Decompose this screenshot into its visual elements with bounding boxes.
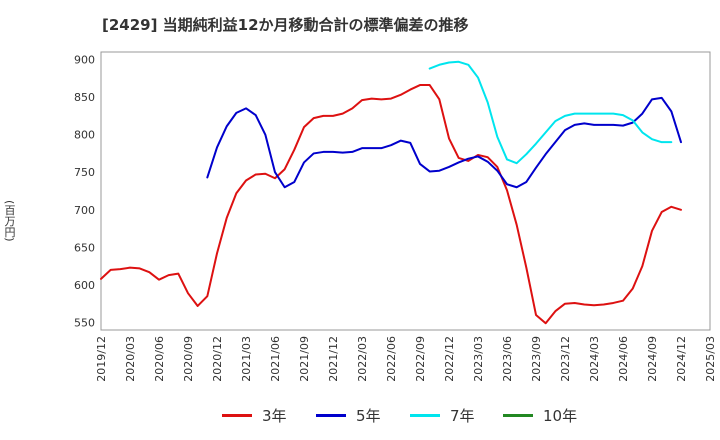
legend-label: 5年 xyxy=(356,406,381,425)
axis-layer xyxy=(100,51,711,331)
legend-item-3: 7年 xyxy=(410,402,475,428)
legend-label: 7年 xyxy=(450,406,475,425)
x-tick-label: 2020/06 xyxy=(153,336,166,382)
x-tick-label: 2021/12 xyxy=(327,336,340,382)
x-tick-label: 2024/06 xyxy=(617,336,630,382)
x-tick-label: 2025/03 xyxy=(704,336,717,382)
legend-swatch xyxy=(503,413,533,417)
series-line-2 xyxy=(206,96,682,189)
x-tick-label: 2020/12 xyxy=(211,336,224,382)
x-tick-label: 2019/12 xyxy=(95,336,108,382)
x-tick-label: 2021/06 xyxy=(269,336,282,382)
x-tick-label: 2023/09 xyxy=(530,336,543,382)
legend-label: 10年 xyxy=(543,406,578,425)
x-tick-label: 2021/03 xyxy=(240,336,253,382)
legend-item-4: 10年 xyxy=(503,402,577,428)
x-tick-label: 2020/03 xyxy=(124,336,137,382)
y-axis-label: (百万円) xyxy=(3,200,16,242)
x-tick-label: 2022/06 xyxy=(385,336,398,382)
series-line-3 xyxy=(428,60,673,165)
legend-swatch xyxy=(316,413,346,417)
x-tick-label: 2022/09 xyxy=(414,336,427,382)
y-tick-label: 700 xyxy=(74,204,95,217)
y-tick-label: 600 xyxy=(74,279,95,292)
x-tick-label: 2022/12 xyxy=(443,336,456,382)
legend-item-1: 3年 xyxy=(222,402,287,428)
series-line-1 xyxy=(100,84,682,325)
legend-swatch xyxy=(410,413,440,417)
x-tick-label: 2024/09 xyxy=(646,336,659,382)
x-tick-label: 2024/03 xyxy=(588,336,601,382)
x-tick-label: 2023/06 xyxy=(501,336,514,382)
tick-layer: 550 600 650 700 750 800 850 900 2019/12 2020/03 20… xyxy=(74,54,717,382)
x-tick-label: 2022/03 xyxy=(356,336,369,382)
legend: 3年 5年 7年 10年 xyxy=(0,402,720,428)
y-tick-label: 850 xyxy=(74,91,95,104)
y-tick-label: 900 xyxy=(74,54,95,67)
y-tick-label: 750 xyxy=(74,166,95,179)
y-tick-label: 800 xyxy=(74,129,95,142)
legend-item-2: 5年 xyxy=(316,402,381,428)
legend-swatch xyxy=(222,413,252,417)
plot-frame xyxy=(100,51,711,331)
x-tick-label: 2020/09 xyxy=(182,336,195,382)
x-tick-label: 2023/03 xyxy=(472,336,485,382)
y-tick-label: 550 xyxy=(74,316,95,329)
x-tick-label: 2021/09 xyxy=(298,336,311,382)
legend-label: 3年 xyxy=(262,406,287,425)
x-tick-label: 2023/12 xyxy=(559,336,572,382)
y-tick-label: 650 xyxy=(74,241,95,254)
x-tick-label: 2024/12 xyxy=(675,336,688,382)
series-layer xyxy=(100,60,682,325)
chart-title: [2429] 当期純利益12か月移動合計の標準偏差の推移 xyxy=(102,16,469,34)
